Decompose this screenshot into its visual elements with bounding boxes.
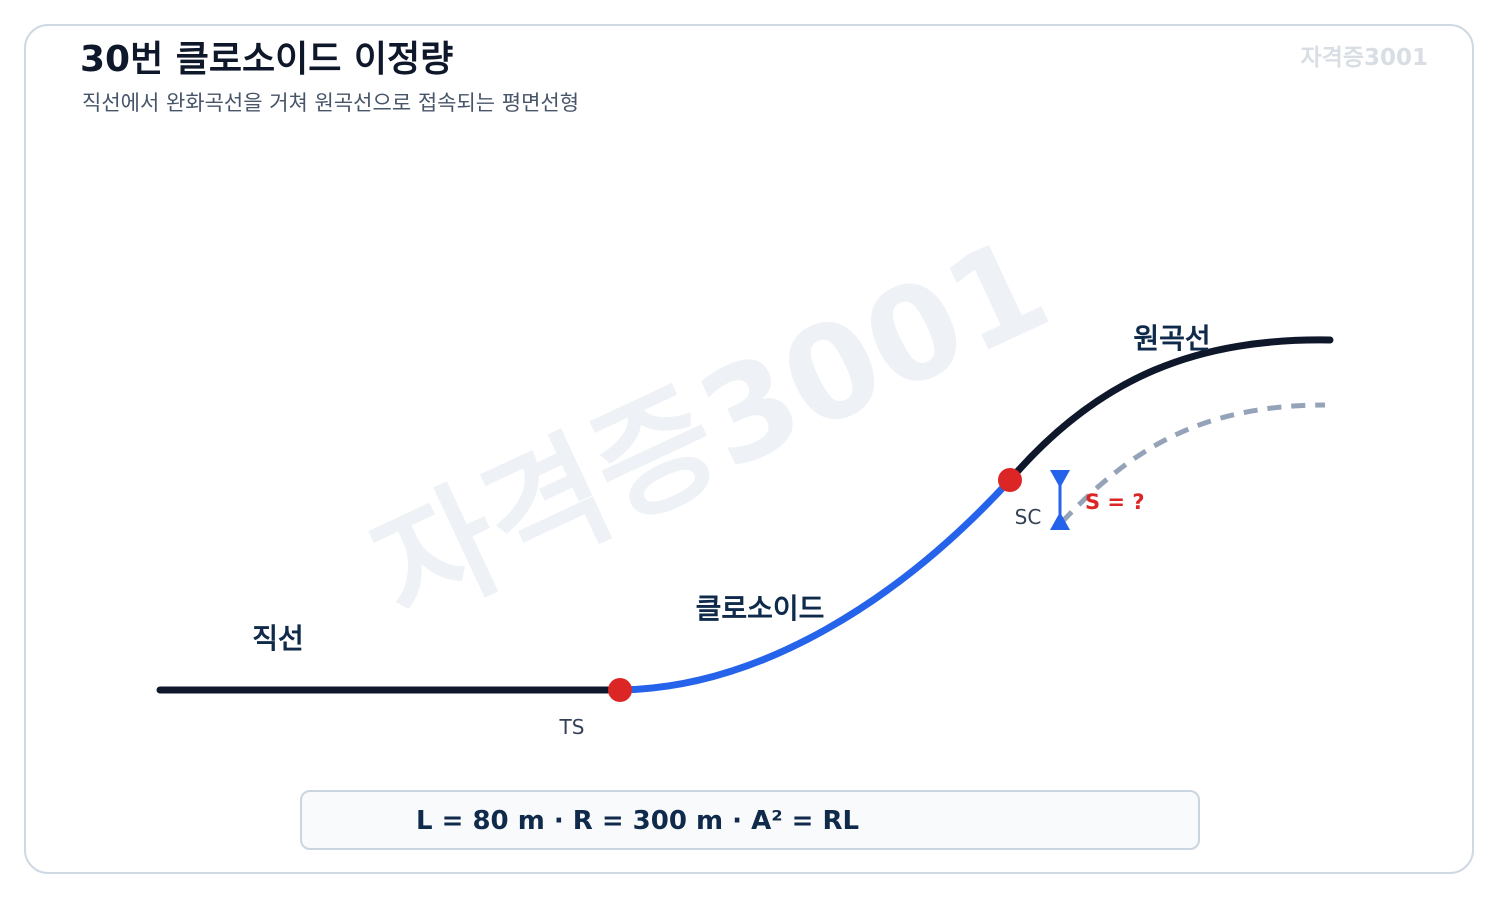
straight-label: 직선 xyxy=(252,622,304,655)
ts-point xyxy=(608,678,632,702)
diagram-card xyxy=(24,24,1474,874)
formula-box: L = 80 m · R = 300 m · A² = RL xyxy=(300,790,1200,850)
page-title: 30번 클로소이드 이정량 xyxy=(80,39,454,80)
circular-label: 원곡선 xyxy=(1133,322,1210,355)
clothoid-curve xyxy=(616,476,1014,694)
shift-label: S = ? xyxy=(1085,490,1145,514)
sc-label: SC xyxy=(1015,505,1042,529)
ts-label: TS xyxy=(559,715,585,739)
shift-marker xyxy=(1050,470,1070,530)
circular-curve xyxy=(1006,336,1334,484)
formula-text: L = 80 m · R = 300 m · A² = RL xyxy=(416,806,860,836)
sc-point xyxy=(998,468,1022,492)
clothoid-label: 클로소이드 xyxy=(696,592,825,625)
shifted-circular-curve xyxy=(1060,402,1326,524)
page-subtitle: 직선에서 완화곡선을 거쳐 원곡선으로 접속되는 평면선형 xyxy=(82,91,580,115)
watermark: 자격증3001 xyxy=(352,208,1069,650)
brand-mark: 자격증3001 xyxy=(1300,45,1429,71)
